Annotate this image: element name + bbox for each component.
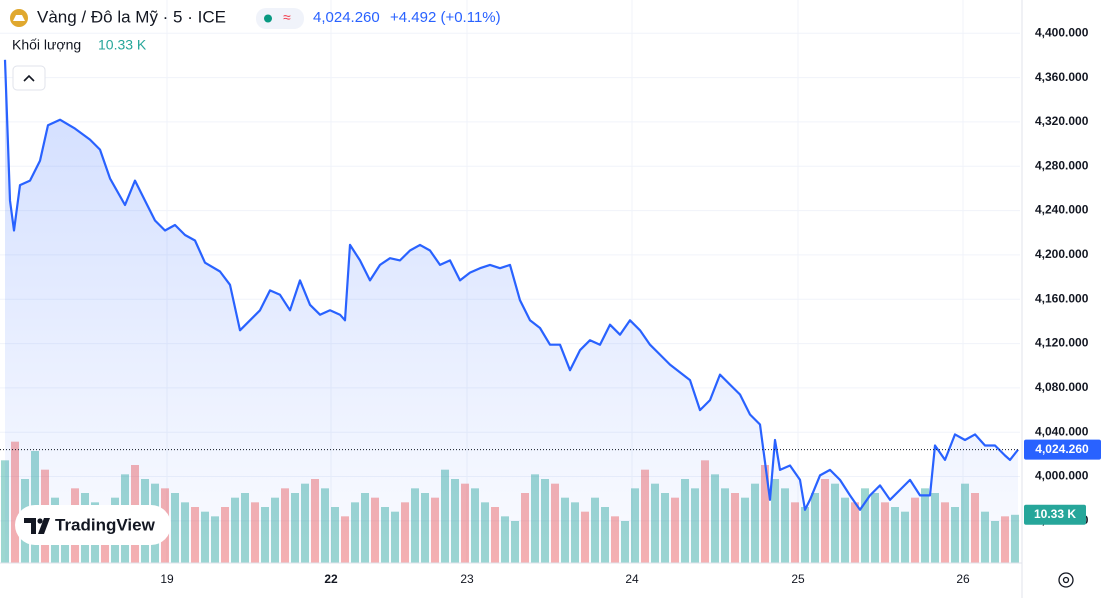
y-tick-label: 4,280.000 bbox=[1035, 158, 1089, 172]
settings-icon bbox=[1062, 576, 1070, 584]
last-volume-tag bbox=[1024, 504, 1086, 525]
price-area bbox=[5, 59, 1018, 564]
collapse-icon bbox=[23, 74, 35, 82]
y-tick-label: 4,120.000 bbox=[1035, 336, 1089, 350]
header-price: 4,024.260 bbox=[313, 9, 380, 26]
x-tick-label: 23 bbox=[460, 572, 474, 586]
last-price-tag bbox=[1024, 439, 1101, 460]
y-tick-label: 4,240.000 bbox=[1035, 203, 1089, 217]
volume-value: 10.33 K bbox=[98, 37, 147, 53]
x-tick-label: 26 bbox=[956, 572, 970, 586]
volume-title: Khối lượng bbox=[12, 37, 81, 53]
x-tick-label: 24 bbox=[625, 572, 639, 586]
x-tick-label: 22 bbox=[324, 572, 338, 586]
y-tick-label: 4,000.000 bbox=[1035, 469, 1089, 483]
last-volume-label: 10.33 K bbox=[1034, 507, 1076, 521]
x-tick-label: 25 bbox=[791, 572, 805, 586]
status-pill[interactable] bbox=[256, 8, 304, 29]
price-line bbox=[3, 59, 1019, 511]
brand-logo bbox=[24, 518, 50, 534]
symbol-title: Vàng / Đô la Mỹ · 5 · ICE bbox=[37, 7, 226, 26]
symbol-logo-icon bbox=[13, 15, 25, 21]
y-tick-label: 4,400.000 bbox=[1035, 25, 1089, 39]
y-tick-label: 4,080.000 bbox=[1035, 380, 1089, 394]
x-tick-label: 19 bbox=[160, 572, 174, 586]
status-icon: ≈ bbox=[283, 9, 291, 25]
plot bbox=[0, 59, 1020, 564]
header-change: +4.492 (+0.11%) bbox=[390, 9, 501, 26]
y-tick-label: 4,200.000 bbox=[1035, 247, 1089, 261]
settings-button[interactable] bbox=[1058, 572, 1074, 588]
brand-name: TradingView bbox=[55, 515, 156, 534]
y-tick-label: 4,320.000 bbox=[1035, 114, 1089, 128]
y-tick-label: 4,360.000 bbox=[1035, 70, 1089, 84]
brand-logo-dot bbox=[37, 518, 43, 524]
y-tick-label: 4,160.000 bbox=[1035, 291, 1089, 305]
status-dot bbox=[264, 14, 272, 23]
last-price-label: 4,024.260 bbox=[1035, 442, 1089, 456]
y-tick-label: 4,040.000 bbox=[1035, 424, 1089, 438]
collapse-button[interactable] bbox=[12, 65, 46, 91]
brand-badge[interactable] bbox=[15, 505, 171, 545]
